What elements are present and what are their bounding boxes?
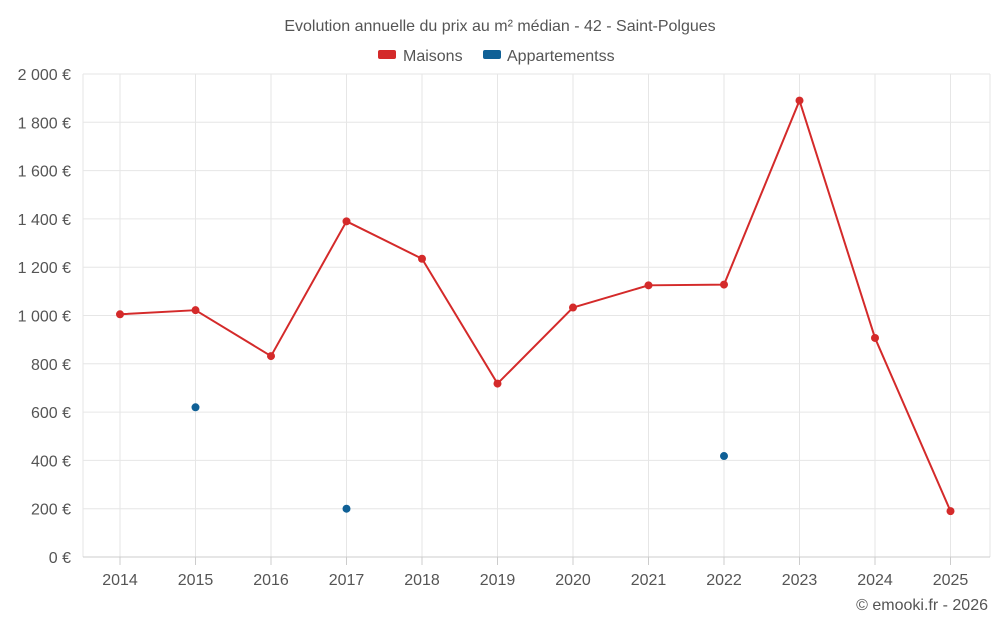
legend-swatch-maisons: [378, 50, 396, 59]
credit-text: © emooki.fr - 2026: [856, 597, 988, 614]
x-tick-label: 2020: [555, 572, 591, 589]
data-point-appartementss-2017[interactable]: [342, 504, 351, 513]
x-tick-label: 2023: [782, 572, 818, 589]
y-tick-label: 2 000 €: [18, 67, 71, 84]
y-tick-label: 1 200 €: [18, 260, 71, 277]
x-gridlines: [82, 74, 991, 565]
data-point-maisons-2021[interactable]: [644, 281, 653, 290]
data-point-maisons-2022[interactable]: [720, 280, 728, 289]
x-tick-label: 2024: [857, 572, 893, 589]
y-tick-label: 200 €: [31, 502, 71, 519]
legend-item-appartements[interactable]: Appartementss: [483, 48, 615, 65]
x-tick-label: 2017: [329, 572, 365, 589]
series-maisons: [116, 96, 955, 516]
series-layer: [116, 96, 955, 516]
x-tick-label: 2018: [404, 572, 440, 589]
legend-label-maisons: Maisons: [403, 48, 463, 65]
series-appartementss: [191, 403, 728, 513]
x-axis-labels: 2014 2015 2016 2017 2018 2019 2020 2021 2022 2023…: [102, 572, 968, 589]
x-tick-label: 2021: [631, 572, 667, 589]
chart-title: Evolution annuelle du prix au m² médian …: [284, 18, 715, 35]
data-point-maisons-2020[interactable]: [569, 303, 577, 312]
x-tick-label: 2025: [933, 572, 969, 589]
y-axis-labels: 0 € 200 € 400 € 600 € 800 € 1 000 € 1 200 € 1 4…: [18, 67, 71, 567]
data-point-maisons-2015[interactable]: [191, 306, 200, 315]
x-tick-label: 2019: [480, 572, 516, 589]
y-gridlines: [83, 73, 990, 510]
data-point-maisons-2024[interactable]: [871, 333, 879, 342]
data-point-maisons-2014[interactable]: [116, 310, 124, 319]
y-tick-label: 1 800 €: [18, 115, 71, 132]
y-tick-label: 800 €: [31, 357, 71, 374]
legend-swatch-appartements: [483, 50, 501, 59]
legend-item-maisons[interactable]: Maisons: [378, 48, 463, 65]
legend: Maisons Appartementss: [378, 48, 615, 65]
x-tick-label: 2022: [706, 572, 742, 589]
x-tick-label: 2016: [253, 572, 289, 589]
data-point-maisons-2019[interactable]: [493, 379, 502, 388]
data-point-appartementss-2015[interactable]: [191, 403, 200, 412]
data-point-appartementss-2022[interactable]: [720, 452, 728, 461]
y-tick-label: 0 €: [49, 550, 71, 567]
y-tick-label: 1 600 €: [18, 164, 71, 181]
data-point-maisons-2017[interactable]: [342, 217, 351, 226]
legend-label-appartements: Appartementss: [507, 48, 615, 65]
y-tick-label: 1 000 €: [18, 309, 71, 326]
data-point-maisons-2023[interactable]: [795, 96, 804, 105]
x-tick-label: 2014: [102, 572, 138, 589]
data-point-maisons-2016[interactable]: [267, 352, 275, 361]
y-tick-label: 400 €: [31, 453, 71, 470]
data-point-maisons-2018[interactable]: [418, 254, 426, 263]
y-tick-label: 600 €: [31, 405, 71, 422]
x-tick-label: 2015: [178, 572, 214, 589]
data-point-maisons-2025[interactable]: [946, 507, 955, 516]
y-tick-label: 1 400 €: [18, 212, 71, 229]
series-line-maisons: [119, 99, 952, 512]
